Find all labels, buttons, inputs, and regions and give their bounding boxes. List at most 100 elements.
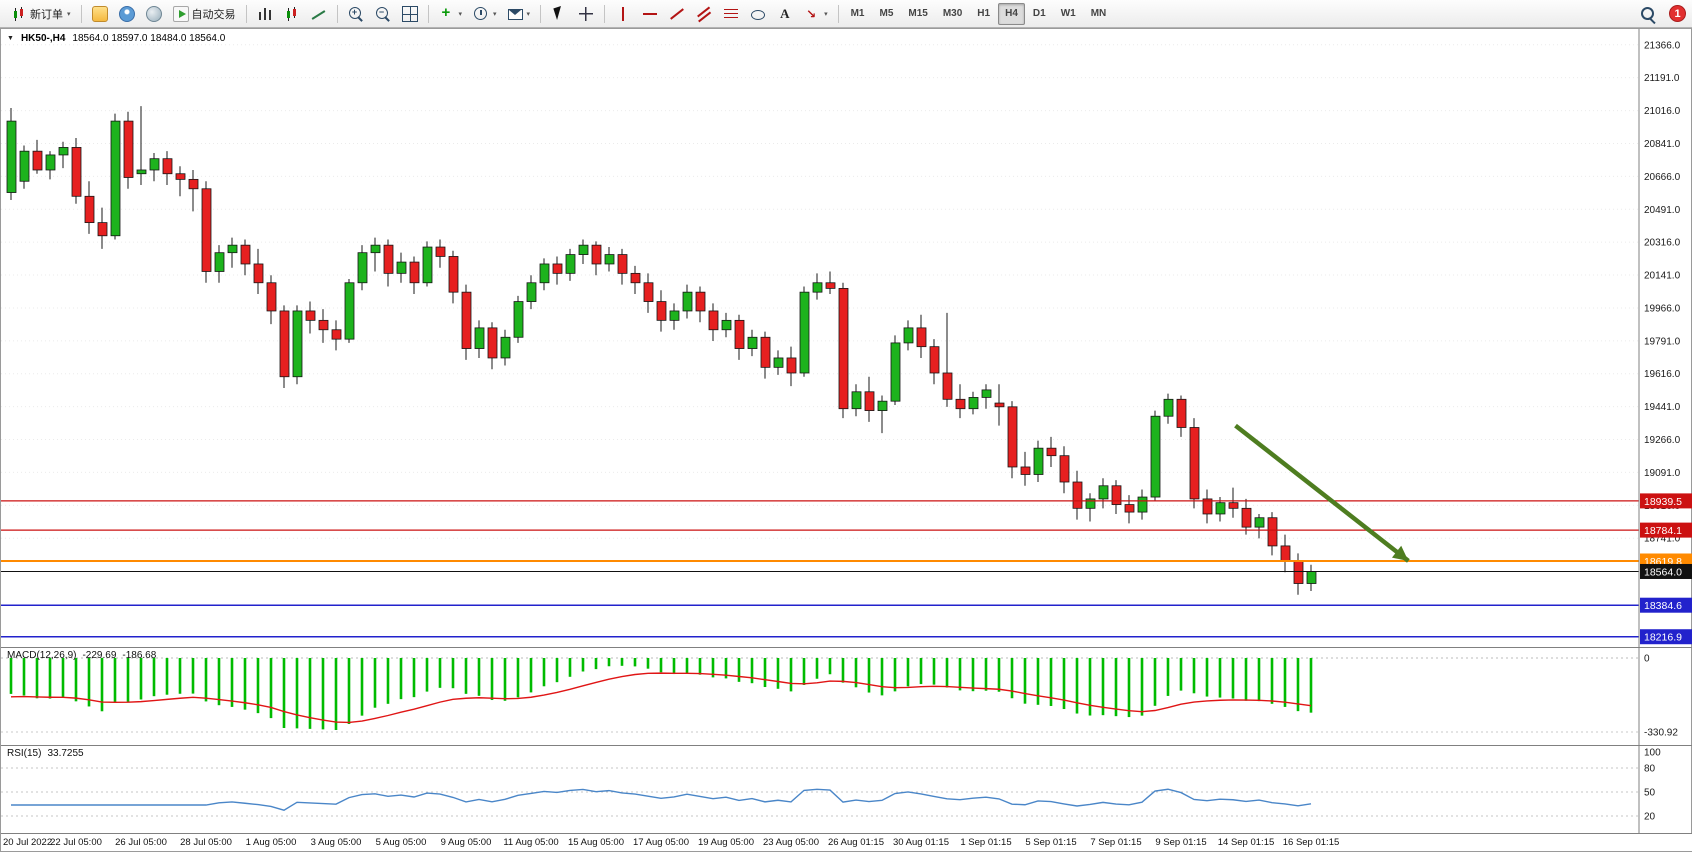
arrows-button[interactable]: ▾ — [799, 3, 833, 25]
time-axis-label: 26 Aug 01:15 — [828, 837, 884, 848]
profiles-button[interactable] — [114, 3, 140, 25]
candle — [1085, 498, 1096, 509]
rsi-scale-label: 80 — [1644, 764, 1656, 775]
fibonacci-button[interactable] — [718, 3, 744, 25]
timeframe-mn-button[interactable]: MN — [1090, 8, 1107, 19]
candle — [812, 282, 823, 293]
price-chart-canvas[interactable]: 21366.0 21191.0 21016.0 20841.0 20666.0 20491… — [1, 29, 1692, 647]
zoom-out-button[interactable] — [370, 3, 396, 25]
trend-arrow[interactable] — [1234, 423, 1410, 563]
price-axis-label: 21366.0 — [1644, 40, 1681, 51]
search-button[interactable] — [1634, 3, 1662, 25]
price-tag-label: 18939.5 — [1644, 496, 1682, 508]
text-button[interactable] — [772, 3, 798, 25]
data-window-button[interactable] — [141, 3, 167, 25]
timeframe-m30-button[interactable]: M30 — [942, 8, 963, 19]
horizontal-line-button[interactable] — [637, 3, 663, 25]
timeframe-m1-button[interactable]: M1 — [850, 8, 865, 19]
toolbar-separator — [604, 4, 606, 23]
crosshair-button[interactable] — [573, 3, 599, 25]
candle — [1293, 560, 1304, 584]
candle — [565, 254, 576, 274]
time-axis-label: 28 Jul 05:00 — [180, 837, 232, 848]
templates-button[interactable]: ▾ — [503, 3, 536, 25]
chart-menu-icon[interactable]: ▼ — [7, 35, 14, 42]
indicator-icon — [439, 5, 455, 22]
line-chart-button[interactable] — [306, 3, 332, 25]
candle — [513, 301, 524, 338]
shapes-icon — [750, 6, 766, 22]
candle — [422, 246, 433, 284]
zoom-in-button[interactable] — [343, 3, 369, 25]
rsi-panel-canvas[interactable]: 100 80 50 20 — [1, 745, 1692, 833]
dropdown-caret-icon: ▾ — [493, 10, 497, 18]
candle — [344, 282, 355, 340]
candle — [110, 120, 121, 237]
candle — [591, 244, 602, 265]
timeframe-d1-button[interactable]: D1 — [1032, 8, 1046, 19]
candle — [71, 147, 82, 197]
fibo-icon — [723, 5, 740, 22]
periods-button[interactable]: ▾ — [468, 3, 502, 25]
macd-scale-bottom: -330.92 — [1644, 728, 1678, 739]
candle — [1111, 485, 1122, 505]
timeframe-w1-button[interactable]: W1 — [1060, 8, 1076, 19]
candle — [526, 282, 537, 302]
bar-chart-button[interactable] — [252, 3, 278, 25]
candle — [968, 397, 979, 410]
macd-signal-line — [10, 672, 1312, 724]
candlestick-chart-button[interactable] — [279, 3, 305, 25]
trendline-icon — [669, 6, 685, 22]
time-axis-label: 5 Sep 01:15 — [1025, 837, 1077, 848]
candle — [1241, 507, 1252, 528]
candle — [877, 400, 888, 411]
autotrade-icon — [172, 5, 189, 22]
candle — [409, 261, 420, 284]
zoomin-icon — [348, 6, 364, 22]
timeframe-m5-button[interactable]: M5 — [879, 8, 894, 19]
price-tag — [1640, 597, 1692, 613]
new-order-button[interactable]: 新订单 ▾ — [6, 3, 76, 25]
time-axis-label: 20 Jul 2022 — [3, 837, 53, 848]
tile-windows-button[interactable] — [397, 3, 423, 25]
candle — [1189, 427, 1200, 500]
time-axis-label: 3 Aug 05:00 — [310, 837, 362, 848]
time-axis-label: 9 Aug 05:00 — [440, 837, 492, 848]
indicators-button[interactable]: ▾ — [434, 3, 468, 25]
candle — [19, 150, 30, 182]
candle — [227, 244, 238, 254]
auto-trading-button[interactable]: 自动交易 — [168, 3, 241, 25]
candle — [1176, 398, 1187, 428]
candle — [994, 402, 1005, 408]
shapes-button[interactable] — [745, 3, 771, 25]
trendline-button[interactable] — [664, 3, 690, 25]
candle — [370, 244, 381, 254]
candle — [136, 169, 147, 175]
candle — [929, 346, 940, 374]
candle — [214, 252, 225, 272]
candle — [942, 372, 953, 400]
candles-icon — [11, 5, 27, 22]
candle — [266, 282, 277, 312]
time-axis-label: 16 Sep 01:15 — [1282, 837, 1340, 848]
candle — [84, 195, 95, 224]
trend-arrow-head[interactable] — [1391, 545, 1409, 561]
time-axis-label: 22 Jul 05:00 — [50, 837, 102, 848]
time-axis-label: 14 Sep 01:15 — [1217, 837, 1275, 848]
macd-panel-canvas[interactable]: 0 -330.92 — [1, 647, 1692, 745]
candle — [916, 327, 927, 348]
candle — [682, 291, 693, 312]
timeframe-h1-button[interactable]: H1 — [977, 8, 991, 19]
cursor-button[interactable] — [546, 3, 572, 25]
candle — [890, 342, 901, 402]
candle — [1137, 496, 1148, 513]
timeframe-m15-button[interactable]: M15 — [908, 8, 928, 19]
metaeditor-button[interactable] — [87, 3, 113, 25]
price-axis-label: 20666.0 — [1644, 172, 1681, 183]
notifications-badge[interactable]: 1 — [1669, 5, 1686, 22]
vertical-line-button[interactable] — [610, 3, 636, 25]
dropdown-caret-icon: ▾ — [67, 10, 71, 18]
channel-button[interactable] — [691, 3, 717, 25]
timeframe-h4-button[interactable]: H4 — [998, 2, 1025, 25]
time-axis-label: 1 Aug 05:00 — [245, 837, 297, 848]
